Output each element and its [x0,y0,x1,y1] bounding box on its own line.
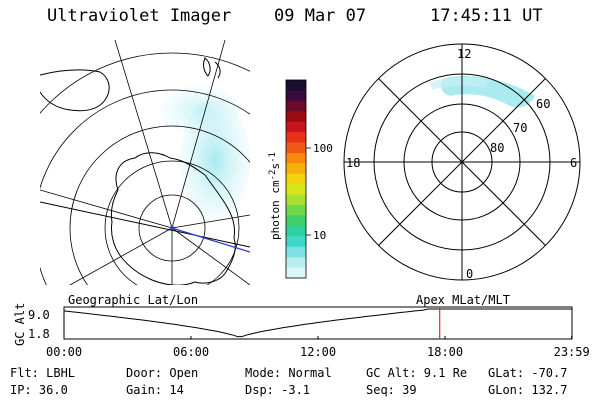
colorbar-unit-label: photon cm-2s-1 [268,152,282,240]
colorbar-segment [286,257,306,269]
lat-label-70: 70 [513,121,527,135]
info-gc-alt: GC Alt: 9.1 Re [366,366,468,380]
x-tick-label: 23:59 [554,345,590,359]
colorbar-segment [286,132,306,144]
info-ip: IP: 36.0 [10,383,68,397]
info-glat: GLat: -70.7 [488,366,568,380]
x-tick-label: 18:00 [427,345,463,359]
colorbar-segment [286,152,306,164]
info-glon: GLon: 132.7 [488,383,568,397]
colorbar-tick-10: 10 [313,229,326,242]
image-date: 09 Mar 07 [274,6,367,26]
mlt-label-18: 18 [346,156,360,170]
orbit-track-black [40,201,250,248]
colorbar-segment [286,90,306,102]
colorbar-segment [286,236,306,248]
colorbar-segment [286,215,306,227]
info-gain: Gain: 14 [126,383,184,397]
y-tick-1-8: 1.8 [28,327,50,341]
x-tick-label: 12:00 [300,345,336,359]
image-time: 17:45:11 UT [430,6,543,26]
x-tick-label: 06:00 [173,345,209,359]
altitude-timeline: Geographic Lat/Lon Apex MLat/MLT GC Alt … [13,293,590,359]
timeline-right-title: Apex MLat/MLT [416,293,510,307]
app-title: Ultraviolet Imager [47,6,232,26]
colorbar-segment [286,205,306,217]
colorbar-segment [286,80,306,92]
colorbar-tick-100: 100 [313,142,333,155]
colorbar-segment [286,111,306,123]
aurora-oval-geo-2 [160,85,240,135]
info-door: Door: Open [126,366,199,380]
geographic-map [40,40,250,285]
lat-label-80: 80 [490,141,504,155]
colorbar-segment [286,163,306,175]
new-zealand-coast [203,57,221,79]
colorbar-segment [286,173,306,185]
sun-marker [170,226,174,230]
colorbar-segment [286,184,306,196]
antarctica-coastline [110,152,236,285]
colorbar-segment [286,225,306,237]
info-filter: Flt: LBHL [10,366,76,380]
colorbar-segment [286,121,306,133]
colorbar-segment [286,194,306,206]
info-seq: Seq: 39 [366,383,417,397]
colorbar-segment [286,246,306,258]
timeline-left-title: Geographic Lat/Lon [68,293,198,307]
mlt-label-6: 6 [570,156,577,170]
colorbar: 100 10 photon cm-2s-1 [268,79,333,279]
mlt-label-12: 12 [457,47,471,61]
mlt-label-0: 0 [466,267,473,281]
colorbar-segment [286,142,306,154]
y-tick-9: 9.0 [28,308,50,322]
lat-label-60: 60 [536,97,550,111]
altitude-curve [63,308,572,338]
info-dsp: Dsp: -3.1 [245,383,311,397]
australia-coast [40,69,110,112]
x-tick-label: 00:00 [46,345,82,359]
orbit-track-blue [171,227,250,253]
colorbar-segment [286,100,306,112]
polar-plot: 12 18 6 0 60 70 80 [343,43,581,281]
colorbar-segment [286,267,306,279]
info-mode: Mode: Normal [245,366,332,380]
timeline-ylabel: GC Alt [13,303,27,346]
